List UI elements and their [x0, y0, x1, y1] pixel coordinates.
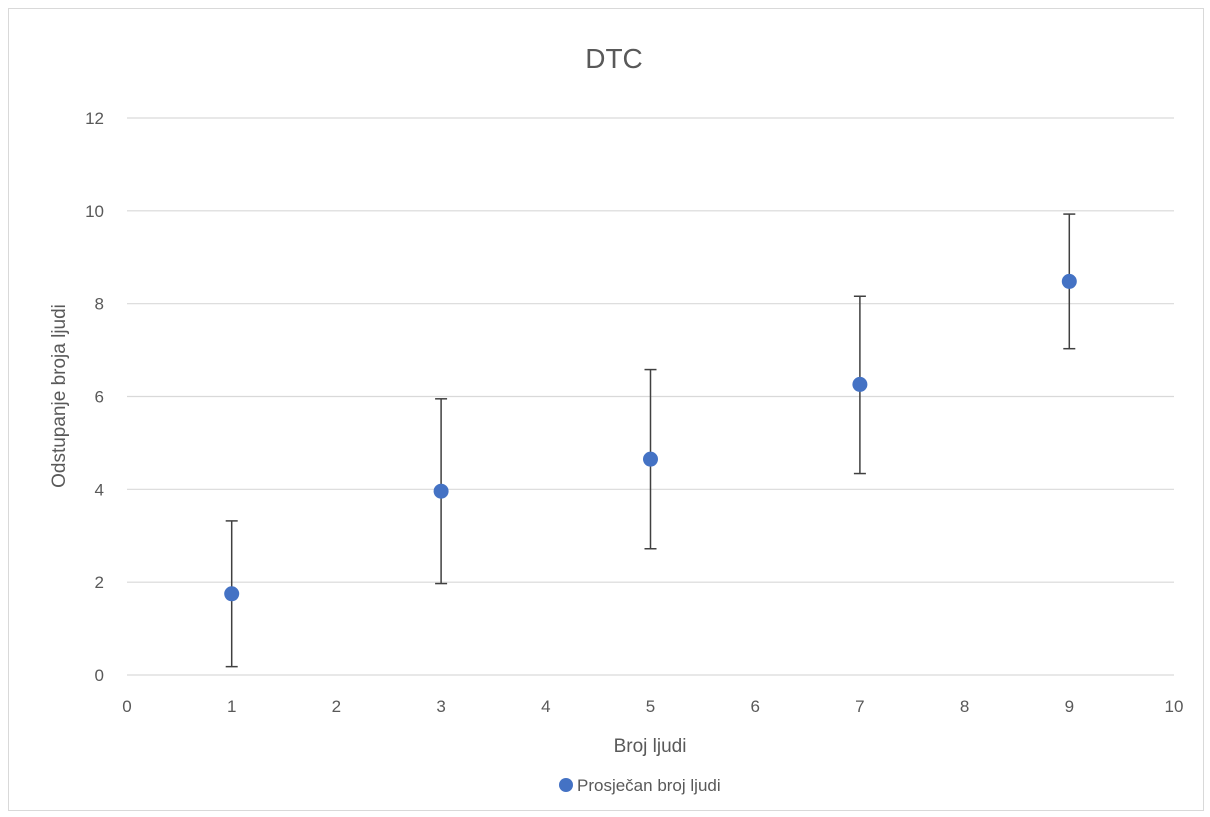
x-tick-label: 5 — [646, 697, 655, 716]
x-tick-label: 10 — [1165, 697, 1184, 716]
x-tick-label: 1 — [227, 697, 236, 716]
y-tick-label: 12 — [85, 109, 104, 128]
data-point — [433, 483, 449, 499]
x-tick-label: 3 — [436, 697, 445, 716]
x-tick-label: 9 — [1065, 697, 1074, 716]
x-axis-ticks: 0 1 2 3 4 5 6 7 8 9 10 — [122, 697, 1183, 716]
error-bars — [225, 213, 1076, 668]
data-point — [1061, 273, 1077, 289]
grid-lines — [127, 117, 1174, 583]
y-tick-label: 6 — [95, 388, 104, 407]
y-tick-label: 10 — [85, 202, 104, 221]
legend-marker — [559, 778, 573, 792]
y-tick-label: 8 — [95, 295, 104, 314]
x-tick-label: 6 — [750, 697, 759, 716]
data-points — [224, 273, 1077, 602]
x-tick-label: 8 — [960, 697, 969, 716]
y-tick-label: 0 — [95, 666, 104, 685]
y-axis-ticks: 0 2 4 6 8 10 12 — [85, 109, 104, 685]
x-tick-label: 4 — [541, 697, 550, 716]
y-tick-label: 4 — [95, 480, 104, 499]
legend-label: Prosječan broj ljudi — [577, 776, 721, 795]
data-point — [852, 376, 868, 392]
y-axis-label: Odstupanje broja ljudi — [49, 304, 70, 488]
data-point — [224, 586, 240, 602]
legend: Prosječan broj ljudi — [559, 776, 721, 795]
y-tick-label: 2 — [95, 573, 104, 592]
data-point — [643, 451, 658, 467]
chart-title: DTC — [585, 43, 643, 74]
x-tick-label: 2 — [332, 697, 341, 716]
chart-frame — [8, 8, 1204, 811]
x-tick-label: 7 — [855, 697, 864, 716]
x-axis-label: Broj ljudi — [614, 736, 687, 757]
x-tick-label: 0 — [122, 697, 131, 716]
